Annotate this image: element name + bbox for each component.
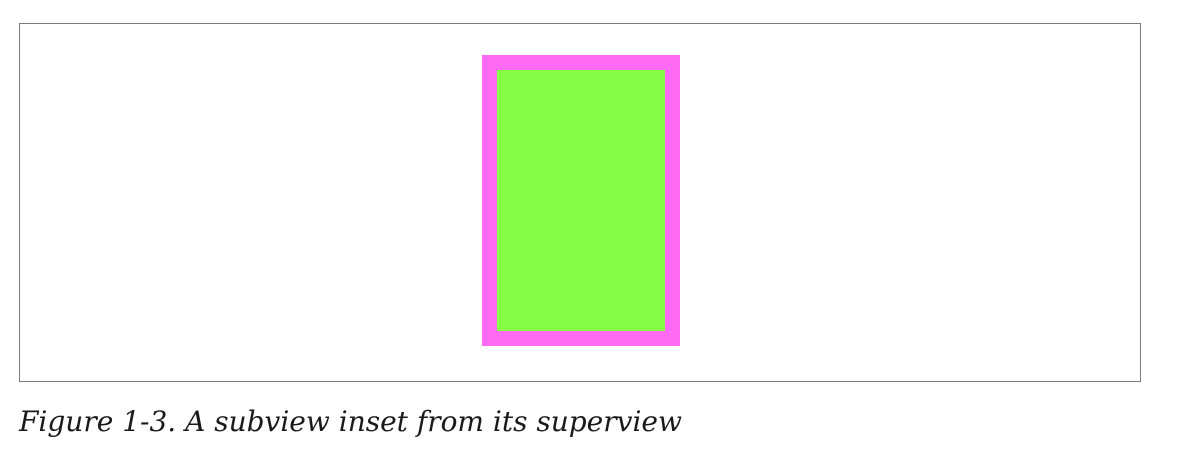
figure-frame [19, 23, 1141, 382]
subview-rect [497, 70, 665, 331]
superview-rect [482, 55, 680, 346]
figure-caption: Figure 1-3. A subview inset from its sup… [19, 405, 682, 438]
